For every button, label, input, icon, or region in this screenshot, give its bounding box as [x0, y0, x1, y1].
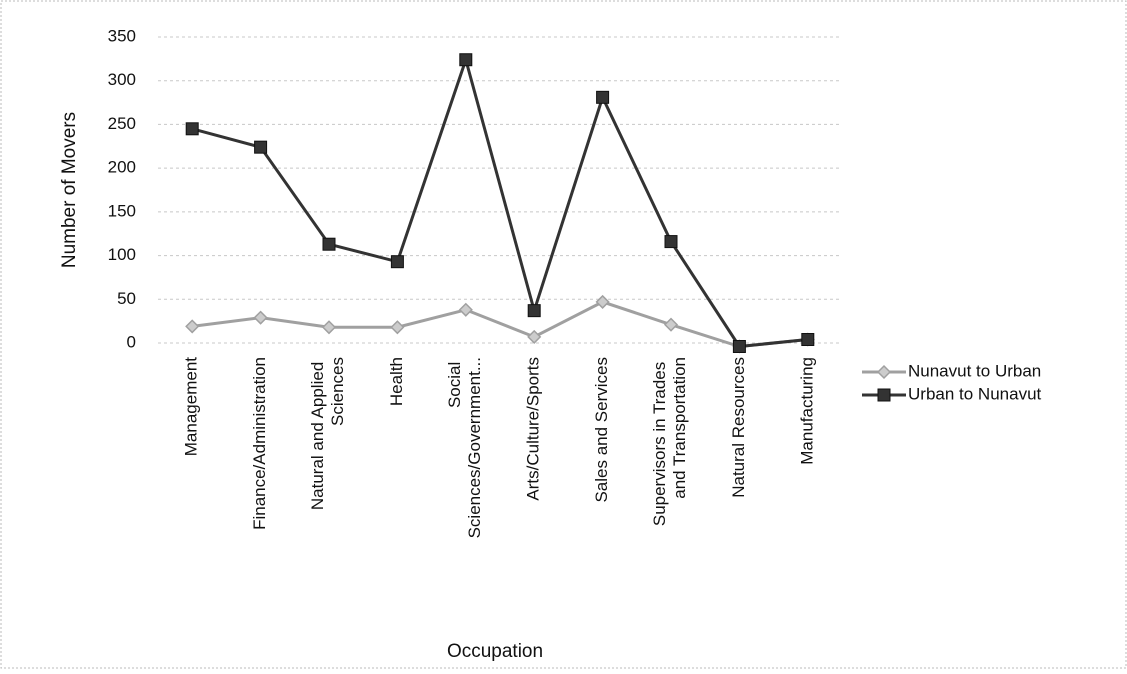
point-marker [663, 317, 679, 332]
x-tick-label: Manufacturing [797, 357, 816, 465]
point-marker [185, 319, 200, 334]
y-tick-label: 0 [127, 332, 136, 351]
x-tick-group: Natural Resources [729, 357, 748, 498]
x-tick-label: Finance/Administration [250, 357, 269, 530]
legend-marker [876, 364, 892, 380]
y-tick-label: 150 [108, 201, 136, 220]
legend-label: Nunavut to Urban [908, 361, 1041, 380]
y-tick-label: 50 [117, 289, 136, 308]
x-tick-label: Natural and Applied Sciences [308, 357, 347, 510]
series-line [191, 54, 808, 349]
point-marker [253, 310, 268, 325]
point-marker [458, 302, 473, 317]
x-axis-title: Occupation [447, 641, 543, 662]
x-tick-label: Supervisors in Trades and Transportation [650, 357, 689, 526]
point-marker [459, 53, 473, 67]
point-marker [527, 304, 541, 318]
x-tick-group: Health [387, 357, 406, 406]
y-tick-label: 350 [108, 26, 136, 45]
point-marker [390, 255, 404, 269]
point-marker [595, 294, 610, 309]
legend-marker [877, 388, 891, 402]
point-marker [732, 339, 746, 353]
series-line [192, 300, 808, 349]
point-marker [321, 320, 337, 335]
x-tick-group: Arts/Culture/Sports [524, 357, 543, 501]
point-marker [527, 329, 542, 344]
x-tick-group: Sales and Services [592, 357, 611, 503]
point-marker [664, 235, 678, 249]
x-tick-label: Management [182, 357, 201, 457]
point-marker [185, 122, 199, 136]
legend-label: Urban to Nunavut [908, 384, 1042, 403]
x-tick-group: Supervisors in Trades and Transportation [650, 357, 689, 526]
x-tick-group: Manufacturing [797, 357, 816, 465]
point-marker [254, 140, 268, 154]
y-tick-label: 300 [108, 70, 136, 89]
y-tick-label: 200 [108, 158, 136, 177]
y-tick-label: 100 [108, 245, 136, 264]
point-marker [390, 320, 405, 335]
y-axis-title: Number of Movers [59, 112, 80, 268]
y-tick-label: 250 [108, 114, 136, 133]
point-marker [596, 90, 610, 104]
x-tick-label: Natural Resources [729, 357, 748, 498]
x-tick-label: Social Sciences/Government... [445, 357, 484, 538]
x-tick-group: Natural and Applied Sciences [308, 357, 347, 510]
x-tick-label: Arts/Culture/Sports [524, 357, 543, 501]
x-tick-group: Social Sciences/Government... [445, 357, 484, 538]
x-tick-label: Health [387, 357, 406, 406]
x-tick-group: Management [182, 357, 201, 457]
point-marker [801, 333, 815, 347]
x-tick-group: Finance/Administration [250, 357, 269, 530]
point-marker [322, 237, 336, 251]
x-tick-label: Sales and Services [592, 357, 611, 503]
